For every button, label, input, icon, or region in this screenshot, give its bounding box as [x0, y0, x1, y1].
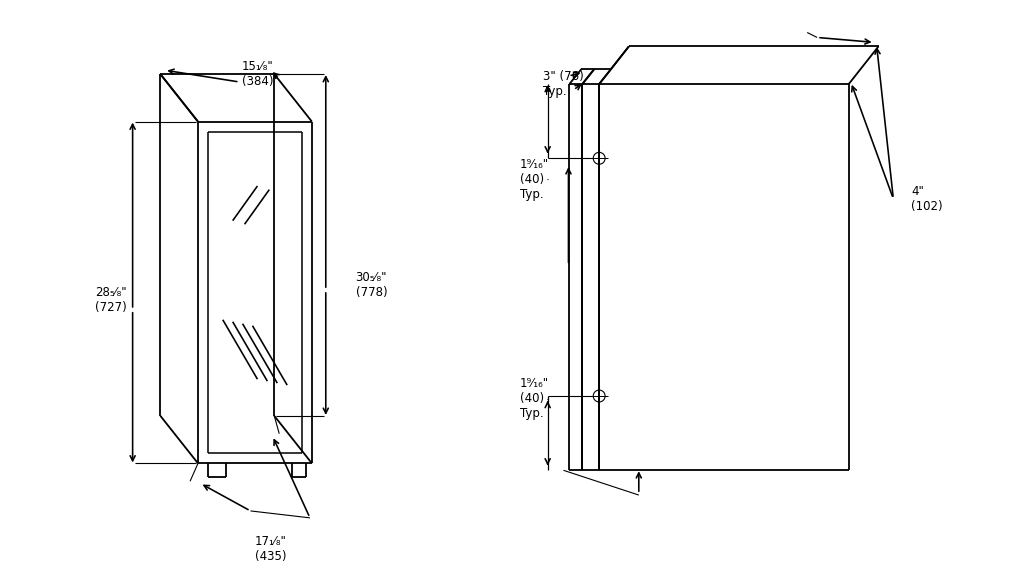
Text: 1⁹⁄₁₆"
(40)
Typ.: 1⁹⁄₁₆" (40) Typ. — [520, 377, 549, 420]
Text: 17₁⁄₈"
(435): 17₁⁄₈" (435) — [254, 535, 286, 563]
Text: 15₁⁄₈"
(384): 15₁⁄₈" (384) — [242, 60, 274, 88]
Text: 3" (76)
Typ.: 3" (76) Typ. — [542, 70, 583, 98]
Text: 28₅⁄₈"
(727): 28₅⁄₈" (727) — [95, 286, 127, 314]
Text: 1⁹⁄₁₆"
(40)
Typ.: 1⁹⁄₁₆" (40) Typ. — [520, 157, 549, 201]
Text: 4"
(102): 4" (102) — [911, 185, 943, 213]
Text: 30₅⁄₈"
(778): 30₅⁄₈" (778) — [356, 271, 387, 299]
